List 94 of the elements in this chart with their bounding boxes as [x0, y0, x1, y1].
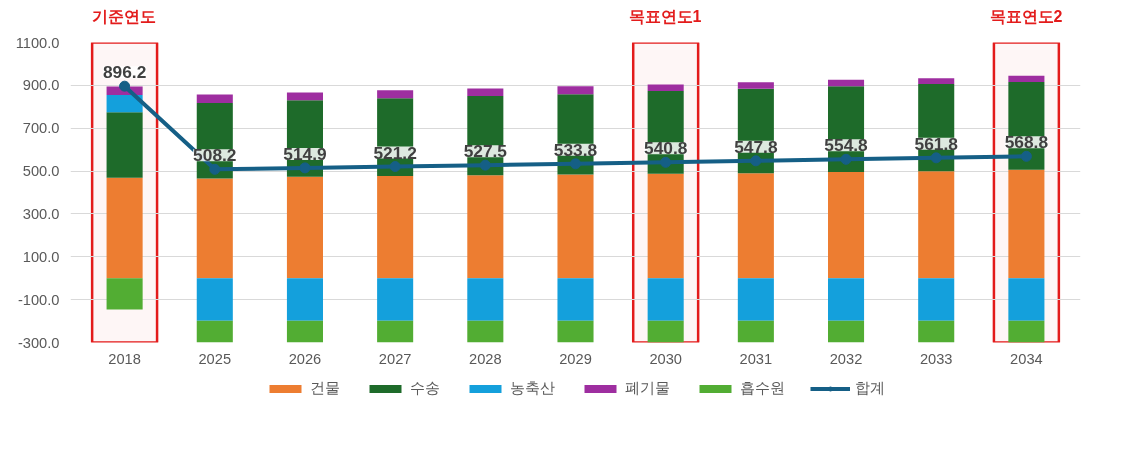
- y-tick-label: -300.0: [17, 334, 60, 351]
- point: [930, 152, 942, 164]
- bar: [196, 178, 233, 279]
- bar: [557, 278, 594, 321]
- x-tick-label: 2026: [288, 350, 322, 367]
- bar: [828, 278, 865, 321]
- x-tick-label: 2030: [649, 350, 682, 367]
- data-label: 547.8: [734, 136, 778, 157]
- point: [660, 156, 672, 168]
- bar: [828, 79, 865, 87]
- bar: [647, 84, 684, 91]
- bar: [286, 92, 323, 101]
- data-label: 533.8: [553, 139, 598, 160]
- point: [299, 162, 311, 174]
- point: [570, 158, 581, 170]
- legend-label: 농축산: [510, 378, 555, 398]
- x-tick-label: 2029: [559, 350, 592, 367]
- bar: [1008, 169, 1045, 279]
- x-tick-label: 2033: [919, 350, 953, 367]
- bar: [106, 278, 143, 310]
- bar: [918, 278, 955, 321]
- point: [389, 161, 401, 173]
- bar: [647, 320, 684, 343]
- bar: [106, 177, 143, 279]
- legend-label: 폐기물: [625, 378, 670, 398]
- bar: [828, 320, 865, 343]
- data-label: 514.9: [283, 143, 327, 164]
- bar: [1008, 278, 1045, 321]
- data-label: 568.8: [1004, 132, 1049, 153]
- bar: [467, 320, 504, 343]
- y-tick-label: 500.0: [22, 163, 60, 180]
- bar: [467, 88, 504, 97]
- legend-label: 합계: [855, 378, 885, 398]
- bar: [918, 171, 955, 279]
- point: [479, 159, 491, 171]
- y-tick-label: 100.0: [22, 248, 60, 265]
- data-label: 561.8: [914, 133, 959, 154]
- y-tick-label: -100.0: [17, 291, 60, 308]
- bar: [377, 320, 414, 343]
- x-tick-label: 2031: [739, 350, 773, 367]
- band-label: 목표연도1: [627, 7, 703, 27]
- point: [209, 163, 221, 175]
- bar: [1008, 75, 1045, 82]
- bar: [557, 320, 594, 343]
- point: [750, 155, 762, 167]
- bar: [286, 176, 323, 279]
- x-tick-label: 2025: [198, 350, 232, 367]
- bar: [196, 94, 233, 103]
- x-tick-label: 2034: [1010, 350, 1043, 367]
- bar: [918, 78, 955, 85]
- bar: [106, 112, 143, 178]
- bar: [377, 176, 414, 279]
- band-label: 목표연도2: [988, 7, 1064, 27]
- bar: [1008, 320, 1045, 343]
- bar: [467, 175, 504, 279]
- legend-label: 수송: [410, 378, 440, 398]
- bar: [557, 174, 594, 279]
- bar: [196, 278, 233, 321]
- bar: [647, 173, 684, 279]
- data-label: 896.2: [102, 62, 147, 83]
- data-label: 527.5: [463, 141, 508, 162]
- legend-label: 흡수원: [740, 378, 785, 398]
- x-tick-label: 2027: [378, 350, 412, 367]
- point: [119, 80, 131, 92]
- x-tick-label: 2028: [469, 350, 502, 367]
- bar: [918, 320, 955, 343]
- bar: [737, 320, 774, 343]
- x-tick-label: 2032: [829, 350, 863, 367]
- bar: [377, 278, 414, 321]
- data-label: 508.2: [193, 145, 237, 166]
- data-label: 521.2: [373, 142, 417, 163]
- bar: [377, 90, 414, 99]
- bar: [196, 320, 233, 343]
- data-label: 540.8: [644, 138, 688, 159]
- bar: [647, 278, 684, 321]
- bar: [467, 278, 504, 321]
- data-label: 554.8: [824, 135, 869, 156]
- point: [1020, 150, 1032, 162]
- bar: [106, 95, 143, 113]
- y-tick-label: 700.0: [22, 120, 60, 137]
- x-tick-label: 2018: [108, 350, 141, 367]
- bar: [286, 320, 323, 343]
- bar: [286, 278, 323, 321]
- bar: [737, 173, 774, 279]
- y-tick-label: 1100.0: [15, 34, 60, 51]
- bar: [557, 86, 594, 95]
- point: [840, 153, 852, 165]
- bar: [737, 278, 774, 321]
- y-tick-label: 900.0: [22, 77, 60, 94]
- band-label: 기준연도: [91, 7, 157, 27]
- legend-label: 건물: [310, 378, 340, 398]
- y-tick-label: 300.0: [22, 205, 60, 222]
- bar: [828, 171, 865, 279]
- bar: [737, 82, 774, 89]
